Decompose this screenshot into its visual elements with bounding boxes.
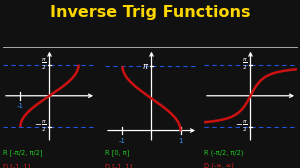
Text: D [-1, 1]: D [-1, 1] bbox=[105, 163, 132, 168]
Text: $\pi$: $\pi$ bbox=[142, 62, 149, 71]
Text: -1: -1 bbox=[17, 103, 24, 109]
Text: 1: 1 bbox=[178, 138, 183, 144]
Text: D [-1, 1]: D [-1, 1] bbox=[3, 163, 30, 168]
Text: $\frac{\pi}{2}$: $\frac{\pi}{2}$ bbox=[41, 57, 47, 72]
Text: $-\frac{\pi}{2}$: $-\frac{\pi}{2}$ bbox=[235, 119, 248, 134]
Text: Inverse Trig Functions: Inverse Trig Functions bbox=[50, 5, 250, 20]
Text: D (-∞, ∞): D (-∞, ∞) bbox=[204, 163, 234, 168]
Text: R (-π/2, π/2): R (-π/2, π/2) bbox=[204, 150, 244, 156]
Text: R [0, π]: R [0, π] bbox=[105, 150, 129, 156]
Text: $\frac{\pi}{2}$: $\frac{\pi}{2}$ bbox=[242, 57, 247, 72]
Text: R [-π/2, π/2]: R [-π/2, π/2] bbox=[3, 150, 43, 156]
Text: -1: -1 bbox=[119, 138, 126, 144]
Text: $-\frac{\pi}{2}$: $-\frac{\pi}{2}$ bbox=[34, 119, 47, 134]
